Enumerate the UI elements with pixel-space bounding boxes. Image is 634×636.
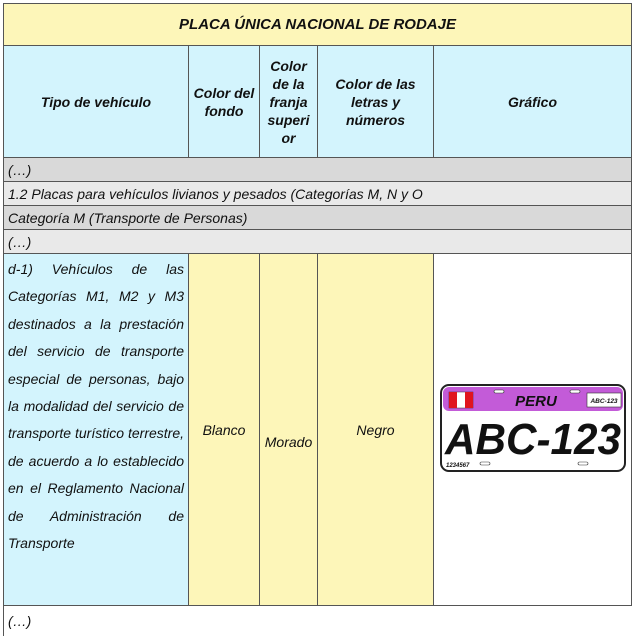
column-header: Color de las letras y números <box>317 45 434 158</box>
screw-slot <box>577 461 588 466</box>
section-row: (…) <box>2 229 633 254</box>
column-header: Gráfico <box>432 45 633 158</box>
section-row: Categoría M (Transporte de Personas) <box>2 205 633 230</box>
plate-small-number: ABC-123 <box>589 398 617 405</box>
column-header: Color del fondo <box>188 45 260 158</box>
column-header: Tipo de vehículo <box>3 45 189 158</box>
section-row: 1.2 Placas para vehículos livianos y pes… <box>2 181 633 206</box>
letters-cell: Negro <box>317 253 434 606</box>
table-title: PLACA ÚNICA NACIONAL DE RODAJE <box>2 3 633 46</box>
plate-serial: 1234567 <box>446 463 470 469</box>
column-header: Color de la franja superior <box>259 45 318 158</box>
footer-row: (…) <box>2 605 632 636</box>
screw-slot <box>479 461 490 466</box>
vehicle-cell: d-1) Vehículos de las Categorías M1, M2 … <box>3 253 189 606</box>
graphic-cell: PERU ABC-123 ABC-123 1234567 <box>432 253 633 606</box>
plate-number: ABC-123 <box>444 415 621 464</box>
section-row: (…) <box>2 157 633 182</box>
screw-slot <box>569 389 580 394</box>
plate-country: PERU <box>515 393 558 410</box>
plate-sticker <box>586 392 621 408</box>
background-cell: Blanco <box>188 253 260 606</box>
screw-slot <box>493 389 504 394</box>
plate-table: PLACA ÚNICA NACIONAL DE RODAJE Tipo de v… <box>2 3 633 636</box>
stripe-cell: Morado <box>259 253 318 606</box>
flag-red <box>448 392 457 408</box>
flag-red <box>464 392 473 408</box>
plate-graphic: PERU ABC-123 ABC-123 1234567 <box>439 384 626 472</box>
